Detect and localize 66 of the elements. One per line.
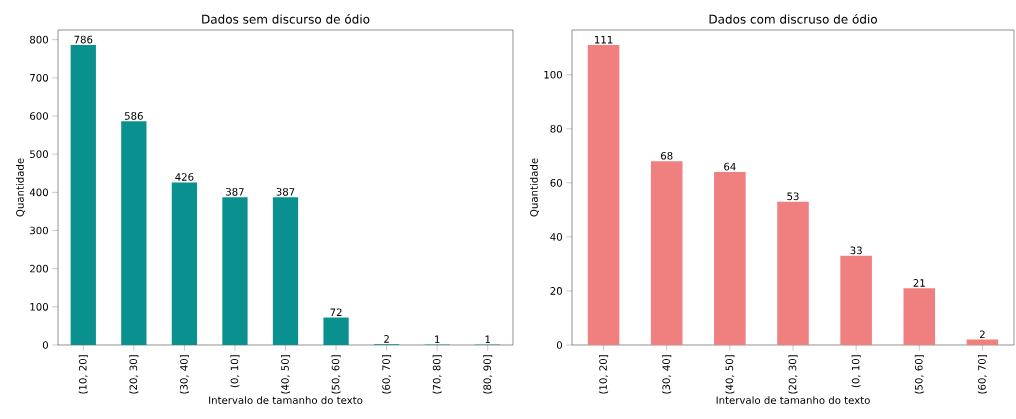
bar xyxy=(272,197,299,345)
y-tick-label: 0 xyxy=(556,341,562,349)
data-label: 72 xyxy=(330,308,342,316)
x-tick-label: (20, 30] xyxy=(129,355,139,394)
bar xyxy=(171,182,198,345)
x-tick-label: (10, 20] xyxy=(78,355,88,394)
bar xyxy=(966,339,999,345)
x-tick-label: (0, 10] xyxy=(230,355,240,388)
bar xyxy=(222,197,248,345)
data-label: 33 xyxy=(850,246,862,255)
data-label: 387 xyxy=(276,188,295,196)
x-tick-label: (60, 70] xyxy=(977,355,987,394)
y-tick-label: 800 xyxy=(30,35,48,44)
x-tick-label: (40, 50] xyxy=(280,355,291,394)
data-label: 68 xyxy=(660,151,673,160)
y-tick-label: 60 xyxy=(550,179,562,187)
x-axis-title: Intervalo de tamanho do texto xyxy=(716,396,870,405)
x-tick-label: (0, 10] xyxy=(851,355,861,388)
x-tick-label: (10, 20] xyxy=(599,355,609,394)
chart-title: Dados com discruso de ódio xyxy=(709,13,877,24)
data-label: 111 xyxy=(595,36,613,44)
bar xyxy=(650,161,683,345)
x-axis-title: Intervalo de tamanho do texto xyxy=(209,396,363,405)
x-tick-label: (30, 40] xyxy=(662,355,672,394)
x-tick-label: (40, 50] xyxy=(725,355,735,394)
y-tick-label: 300 xyxy=(30,226,48,235)
data-label: 2 xyxy=(384,335,389,343)
y-tick-label: 40 xyxy=(550,233,562,241)
y-tick-label: 400 xyxy=(29,188,48,197)
bar xyxy=(323,317,349,345)
x-tick-label: (60, 70] xyxy=(382,355,392,394)
bar xyxy=(840,255,872,345)
data-label: 1 xyxy=(485,335,491,344)
x-tick-label: (70, 80] xyxy=(432,355,442,394)
data-label: 2 xyxy=(979,330,985,338)
data-label: 426 xyxy=(175,173,194,181)
data-label: 53 xyxy=(787,192,799,201)
x-tick-label: (50, 60] xyxy=(331,355,341,394)
x-tick-label: (20, 30] xyxy=(788,355,798,394)
y-tick-label: 20 xyxy=(550,287,562,295)
x-tick-label: (50, 60] xyxy=(914,355,924,394)
data-label: 786 xyxy=(74,35,93,44)
data-label: 387 xyxy=(226,188,244,196)
data-label: 64 xyxy=(724,162,736,171)
bar xyxy=(121,121,147,345)
y-tick-label: 500 xyxy=(30,150,48,158)
bar xyxy=(714,172,746,345)
x-tick-label: (80, 90] xyxy=(483,355,493,394)
data-label: 586 xyxy=(124,112,143,120)
y-tick-label: 80 xyxy=(550,124,562,133)
y-tick-label: 700 xyxy=(30,73,48,82)
chart-title: Dados sem discurso de ódio xyxy=(202,13,370,24)
x-tick-label: (30, 40] xyxy=(179,355,189,394)
bar xyxy=(777,201,809,345)
y-tick-label: 0 xyxy=(42,341,48,349)
y-tick-label: 100 xyxy=(544,70,562,79)
data-label: 21 xyxy=(913,279,925,287)
bar xyxy=(70,45,96,345)
bar xyxy=(587,45,620,345)
y-axis-title: Quantidade xyxy=(15,158,25,217)
y-tick-label: 100 xyxy=(30,302,48,311)
data-label: 1 xyxy=(435,335,440,344)
y-tick-label: 600 xyxy=(30,112,48,120)
y-tick-label: 200 xyxy=(30,264,48,273)
y-axis-title: Quantidade xyxy=(529,158,539,217)
bar xyxy=(903,288,936,345)
